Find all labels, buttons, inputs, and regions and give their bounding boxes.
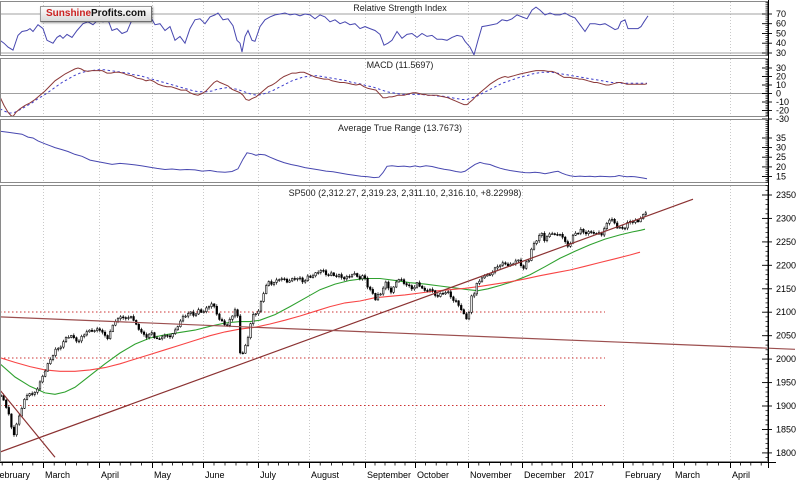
x-axis: February March April May June July August Septe…: [0, 0, 776, 480]
month-label: February: [0, 470, 31, 480]
macd-line: [0, 67, 648, 118]
logo-text-sunshine: Sunshine: [46, 8, 92, 19]
y-tick-label: 70: [776, 9, 786, 19]
y-tick-label: 2300: [776, 213, 796, 223]
y-tick-label: 2000: [776, 354, 796, 364]
month-label: May: [154, 470, 172, 480]
macd-signal-line: [0, 69, 647, 114]
y-tick-label: 1900: [776, 401, 796, 411]
month-label: December: [524, 470, 566, 480]
atr-title: Average True Range (13.7673): [338, 123, 462, 133]
rsi-title: Relative Strength Index: [353, 3, 447, 13]
ma-slow-line: [0, 251, 641, 372]
month-label: March: [45, 470, 70, 480]
y-tick-label: 30: [776, 143, 786, 153]
month-label: 2017: [574, 470, 594, 480]
y-tick-label: 35: [776, 133, 786, 143]
downtrend-line: [0, 316, 796, 350]
y-tick-label: 2050: [776, 331, 796, 341]
y-tick-label: 20: [776, 162, 786, 172]
month-label: June: [205, 470, 225, 480]
uptrend-line: [0, 198, 694, 453]
y-axis-ticks: 2350 2300 2250 2200 2150 2100 2050 2000 1950 1900…: [762, 185, 796, 458]
month-gridlines: [43, 59, 731, 116]
y-tick-label: 50: [776, 29, 786, 39]
y-tick-label: 25: [776, 152, 786, 162]
atr-line: [0, 130, 648, 180]
ma-fast-line: [0, 228, 646, 395]
month-label: February: [625, 470, 662, 480]
month-label: November: [470, 470, 512, 480]
feb-decline-line: [0, 389, 56, 458]
y-tick-label: -20: [776, 106, 789, 116]
month-label: April: [101, 470, 119, 480]
y-tick-label: 30: [776, 63, 786, 73]
y-tick-label: 20: [776, 72, 786, 82]
y-tick-label: 10: [776, 80, 786, 90]
y-tick-label: 2100: [776, 307, 796, 317]
sunshine-profits-logo[interactable]: SunshineProfits.com: [40, 6, 153, 22]
candles: [0, 210, 647, 437]
y-tick-label: 15: [776, 172, 786, 182]
y-tick-label: 2250: [776, 237, 796, 247]
y-tick-label: -30: [776, 114, 789, 124]
month-label: October: [417, 470, 449, 480]
y-tick-label: 0: [776, 89, 781, 99]
price-panel: 2350 2300 2250 2200 2150 2100 2050 2000 1950 1900…: [0, 185, 796, 462]
y-tick-label: 2200: [776, 260, 796, 270]
y-tick-label: -10: [776, 97, 789, 107]
y-tick-label: 1950: [776, 378, 796, 388]
month-label: July: [260, 470, 277, 480]
logo-text-profits: Profits.com: [91, 8, 147, 19]
month-gridlines: [43, 186, 731, 461]
macd-title: MACD (11.5697): [367, 60, 434, 70]
month-label: March: [675, 470, 700, 480]
price-title: SP500 (2,312.27, 2,319.23, 2,311.10, 2,3…: [289, 188, 522, 198]
month-label: April: [732, 470, 750, 480]
y-tick-label: 60: [776, 19, 786, 29]
y-tick-label: 40: [776, 38, 786, 48]
y-tick-label: 2150: [776, 284, 796, 294]
month-gridlines: [43, 120, 731, 182]
y-tick-label: 1850: [776, 425, 796, 435]
month-label: August: [311, 470, 340, 480]
month-label: September: [367, 470, 411, 480]
y-tick-label: 30: [776, 48, 786, 58]
y-tick-label: 1800: [776, 448, 796, 458]
y-tick-label: 2350: [776, 190, 796, 200]
